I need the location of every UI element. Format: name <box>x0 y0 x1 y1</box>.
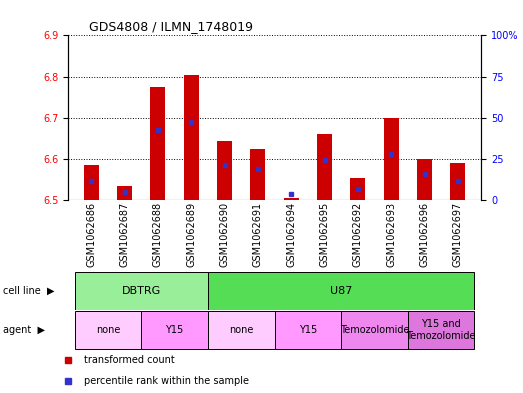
Text: transformed count: transformed count <box>84 354 175 365</box>
Text: GSM1062688: GSM1062688 <box>153 202 163 267</box>
Bar <box>208 311 275 349</box>
Bar <box>75 272 208 310</box>
Bar <box>208 272 474 310</box>
Bar <box>317 134 332 200</box>
Text: GSM1062691: GSM1062691 <box>253 202 263 267</box>
Text: Y15: Y15 <box>299 325 317 335</box>
Text: GSM1062690: GSM1062690 <box>220 202 230 267</box>
Text: GDS4808 / ILMN_1748019: GDS4808 / ILMN_1748019 <box>89 20 253 33</box>
Bar <box>184 75 199 200</box>
Bar <box>341 311 408 349</box>
Bar <box>408 311 474 349</box>
Bar <box>84 165 99 200</box>
Bar <box>217 141 232 200</box>
Text: GSM1062696: GSM1062696 <box>419 202 429 267</box>
Text: cell line  ▶: cell line ▶ <box>3 286 54 296</box>
Text: agent  ▶: agent ▶ <box>3 325 44 335</box>
Bar <box>417 159 432 200</box>
Bar <box>251 149 265 200</box>
Bar <box>350 178 366 200</box>
Text: GSM1062692: GSM1062692 <box>353 202 363 267</box>
Text: GSM1062687: GSM1062687 <box>120 202 130 267</box>
Text: Y15: Y15 <box>165 325 184 335</box>
Bar <box>384 118 399 200</box>
Bar <box>75 311 141 349</box>
Text: none: none <box>229 325 254 335</box>
Text: GSM1062689: GSM1062689 <box>186 202 196 267</box>
Text: GSM1062686: GSM1062686 <box>86 202 96 267</box>
Text: GSM1062693: GSM1062693 <box>386 202 396 267</box>
Text: GSM1062697: GSM1062697 <box>453 202 463 267</box>
Text: U87: U87 <box>330 286 353 296</box>
Text: GSM1062695: GSM1062695 <box>320 202 329 267</box>
Bar <box>141 311 208 349</box>
Text: Y15 and
Temozolomide: Y15 and Temozolomide <box>406 320 476 341</box>
Bar <box>275 311 341 349</box>
Text: none: none <box>96 325 120 335</box>
Bar <box>450 163 465 200</box>
Text: percentile rank within the sample: percentile rank within the sample <box>84 376 248 386</box>
Bar <box>117 186 132 200</box>
Text: DBTRG: DBTRG <box>122 286 161 296</box>
Text: GSM1062694: GSM1062694 <box>286 202 296 267</box>
Text: Temozolomide: Temozolomide <box>340 325 410 335</box>
Bar <box>284 198 299 200</box>
Bar <box>151 87 165 200</box>
